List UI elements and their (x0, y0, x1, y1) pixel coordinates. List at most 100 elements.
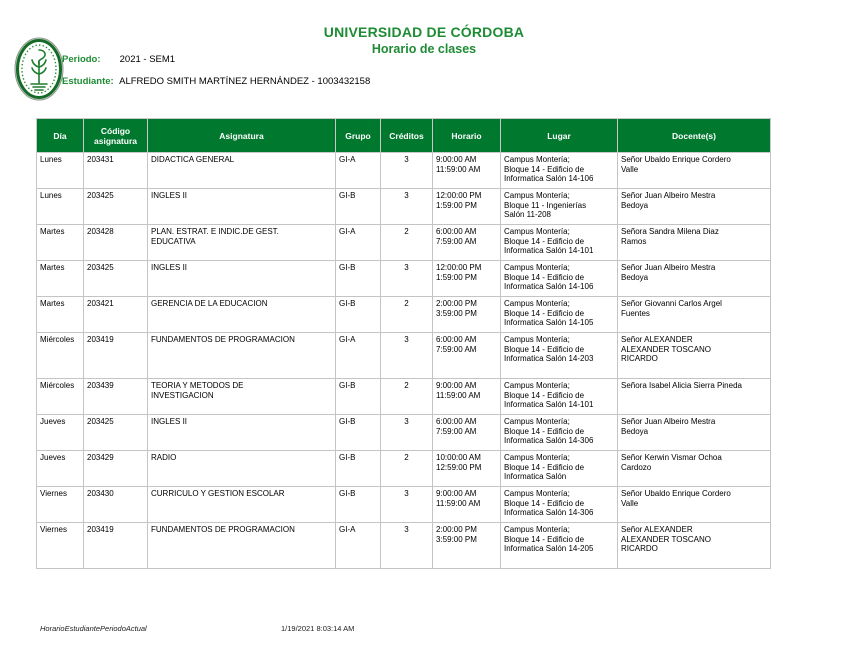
header-docentes: Docente(s) (617, 118, 771, 153)
cell-horario: 9:00:00 AM 11:59:00 AM (432, 378, 501, 415)
table-row: Martes 203428 PLAN. ESTRAT. E INDIC.DE G… (36, 224, 771, 261)
cell-docente: Señor ALEXANDER ALEXANDER TOSCANO RICARD… (617, 522, 771, 569)
table-row: Miércoles 203419 FUNDAMENTOS DE PROGRAMA… (36, 332, 771, 379)
cell-horario: 2:00:00 PM 3:59:00 PM (432, 296, 501, 333)
cell-creditos: 2 (380, 296, 433, 333)
cell-dia: Martes (36, 296, 84, 333)
student-value: ALFREDO SMITH MARTÍNEZ HERNÁNDEZ - 10034… (119, 76, 371, 87)
cell-codigo: 203425 (83, 260, 148, 297)
cell-lugar: Campus Montería; Bloque 14 - Edificio de… (500, 522, 618, 569)
cell-docente: Señor Juan Albeiro Mestra Bedoya (617, 414, 771, 451)
cell-docente: Señor ALEXANDER ALEXANDER TOSCANO RICARD… (617, 332, 771, 379)
cell-lugar: Campus Montería; Bloque 14 - Edificio de… (500, 152, 618, 189)
cell-dia: Jueves (36, 450, 84, 487)
cell-codigo: 203428 (83, 224, 148, 261)
cell-horario: 6:00:00 AM 7:59:00 AM (432, 224, 501, 261)
header-grupo: Grupo (335, 118, 381, 153)
cell-creditos: 2 (380, 378, 433, 415)
cell-dia: Martes (36, 224, 84, 261)
cell-horario: 10:00:00 AM 12:59:00 PM (432, 450, 501, 487)
cell-asignatura: RADIO (147, 450, 336, 487)
report-header: UNIVERSIDAD DE CÓRDOBA Horario de clases (0, 24, 848, 56)
cell-codigo: 203419 (83, 522, 148, 569)
cell-dia: Miércoles (36, 332, 84, 379)
cell-asignatura: TEORIA Y METODOS DE INVESTIGACION (147, 378, 336, 415)
table-row: Martes 203425 INGLES II GI-B 3 12:00:00 … (36, 260, 771, 297)
schedule-table: Día Código asignatura Asignatura Grupo C… (36, 118, 771, 569)
period-row: Periodo: 2021 - SEM1 (62, 54, 175, 65)
footer-report-name: HorarioEstudiantePeriodoActual (40, 624, 147, 633)
period-label: Periodo: (62, 54, 101, 65)
cell-grupo: GI-B (335, 260, 381, 297)
cell-grupo: GI-A (335, 152, 381, 189)
cell-lugar: Campus Montería; Bloque 14 - Edificio de… (500, 378, 618, 415)
cell-horario: 12:00:00 PM 1:59:00 PM (432, 188, 501, 225)
cell-lugar: Campus Montería; Bloque 14 - Edificio de… (500, 260, 618, 297)
cell-docente: Señora Isabel Alicia Sierra Pineda (617, 378, 771, 415)
cell-asignatura: INGLES II (147, 188, 336, 225)
cell-creditos: 2 (380, 450, 433, 487)
period-value: 2021 - SEM1 (119, 54, 176, 65)
header-horario: Horario (432, 118, 501, 153)
cell-creditos: 3 (380, 260, 433, 297)
cell-docente: Señor Ubaldo Enrique Cordero Valle (617, 486, 771, 523)
cell-codigo: 203425 (83, 188, 148, 225)
cell-grupo: GI-B (335, 486, 381, 523)
student-label: Estudiante: (62, 76, 114, 87)
cell-grupo: GI-A (335, 224, 381, 261)
cell-asignatura: INGLES II (147, 414, 336, 451)
header-dia: Día (36, 118, 84, 153)
table-header-row: Día Código asignatura Asignatura Grupo C… (36, 118, 771, 153)
cell-codigo: 203419 (83, 332, 148, 379)
cell-docente: Señora Sandra Milena Diaz Ramos (617, 224, 771, 261)
university-seal-icon (14, 37, 64, 101)
table-row: Viernes 203419 FUNDAMENTOS DE PROGRAMACI… (36, 522, 771, 569)
cell-asignatura: FUNDAMENTOS DE PROGRAMACION (147, 522, 336, 569)
cell-lugar: Campus Montería; Bloque 14 - Edificio de… (500, 486, 618, 523)
cell-lugar: Campus Montería; Bloque 14 - Edificio de… (500, 414, 618, 451)
cell-lugar: Campus Montería; Bloque 14 - Edificio de… (500, 332, 618, 379)
cell-lugar: Campus Montería; Bloque 14 - Edificio de… (500, 224, 618, 261)
cell-creditos: 3 (380, 332, 433, 379)
cell-asignatura: GERENCIA DE LA EDUCACION (147, 296, 336, 333)
cell-docente: Señor Kerwin Vismar Ochoa Cardozo (617, 450, 771, 487)
cell-dia: Jueves (36, 414, 84, 451)
cell-asignatura: FUNDAMENTOS DE PROGRAMACION (147, 332, 336, 379)
table-row: Jueves 203425 INGLES II GI-B 3 6:00:00 A… (36, 414, 771, 451)
cell-creditos: 3 (380, 414, 433, 451)
cell-horario: 12:00:00 PM 1:59:00 PM (432, 260, 501, 297)
table-row: Lunes 203425 INGLES II GI-B 3 12:00:00 P… (36, 188, 771, 225)
cell-creditos: 2 (380, 224, 433, 261)
table-row: Martes 203421 GERENCIA DE LA EDUCACION G… (36, 296, 771, 333)
table-row: Lunes 203431 DIDACTICA GENERAL GI-A 3 9:… (36, 152, 771, 189)
cell-dia: Martes (36, 260, 84, 297)
header-creditos: Créditos (380, 118, 433, 153)
header-asignatura: Asignatura (147, 118, 336, 153)
cell-codigo: 203431 (83, 152, 148, 189)
cell-dia: Lunes (36, 152, 84, 189)
cell-horario: 2:00:00 PM 3:59:00 PM (432, 522, 501, 569)
report-title: Horario de clases (371, 42, 477, 56)
table-row: Miércoles 203439 TEORIA Y METODOS DE INV… (36, 378, 771, 415)
cell-codigo: 203425 (83, 414, 148, 451)
cell-asignatura: INGLES II (147, 260, 336, 297)
cell-asignatura: CURRICULO Y GESTION ESCOLAR (147, 486, 336, 523)
cell-grupo: GI-B (335, 450, 381, 487)
cell-grupo: GI-B (335, 414, 381, 451)
table-row: Jueves 203429 RADIO GI-B 2 10:00:00 AM 1… (36, 450, 771, 487)
cell-docente: Señor Giovanni Carlos Argel Fuentes (617, 296, 771, 333)
cell-creditos: 3 (380, 486, 433, 523)
cell-creditos: 3 (380, 522, 433, 569)
cell-creditos: 3 (380, 188, 433, 225)
cell-dia: Miércoles (36, 378, 84, 415)
header-lugar: Lugar (500, 118, 618, 153)
cell-grupo: GI-A (335, 332, 381, 379)
cell-codigo: 203430 (83, 486, 148, 523)
cell-docente: Señor Ubaldo Enrique Cordero Valle (617, 152, 771, 189)
cell-horario: 6:00:00 AM 7:59:00 AM (432, 332, 501, 379)
cell-docente: Señor Juan Albeiro Mestra Bedoya (617, 260, 771, 297)
footer-generated-timestamp: 1/19/2021 8:03:14 AM (281, 624, 355, 633)
cell-lugar: Campus Montería; Bloque 11 - Ingenierías… (500, 188, 618, 225)
header-codigo-asignatura: Código asignatura (83, 118, 148, 153)
